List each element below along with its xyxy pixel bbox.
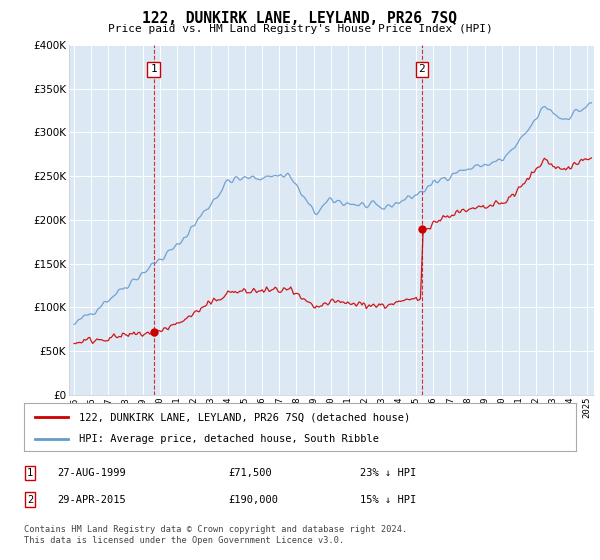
Text: 1: 1: [27, 468, 33, 478]
Text: 122, DUNKIRK LANE, LEYLAND, PR26 7SQ: 122, DUNKIRK LANE, LEYLAND, PR26 7SQ: [143, 11, 458, 26]
Text: 2: 2: [418, 64, 425, 74]
Text: 29-APR-2015: 29-APR-2015: [57, 494, 126, 505]
Text: 15% ↓ HPI: 15% ↓ HPI: [360, 494, 416, 505]
Text: 23% ↓ HPI: 23% ↓ HPI: [360, 468, 416, 478]
Text: £190,000: £190,000: [228, 494, 278, 505]
Text: Contains HM Land Registry data © Crown copyright and database right 2024.
This d: Contains HM Land Registry data © Crown c…: [24, 525, 407, 545]
Text: £71,500: £71,500: [228, 468, 272, 478]
Text: 122, DUNKIRK LANE, LEYLAND, PR26 7SQ (detached house): 122, DUNKIRK LANE, LEYLAND, PR26 7SQ (de…: [79, 413, 410, 422]
Text: 27-AUG-1999: 27-AUG-1999: [57, 468, 126, 478]
Text: 2: 2: [27, 494, 33, 505]
Text: 1: 1: [150, 64, 157, 74]
Text: Price paid vs. HM Land Registry's House Price Index (HPI): Price paid vs. HM Land Registry's House …: [107, 24, 493, 34]
Text: HPI: Average price, detached house, South Ribble: HPI: Average price, detached house, Sout…: [79, 434, 379, 444]
